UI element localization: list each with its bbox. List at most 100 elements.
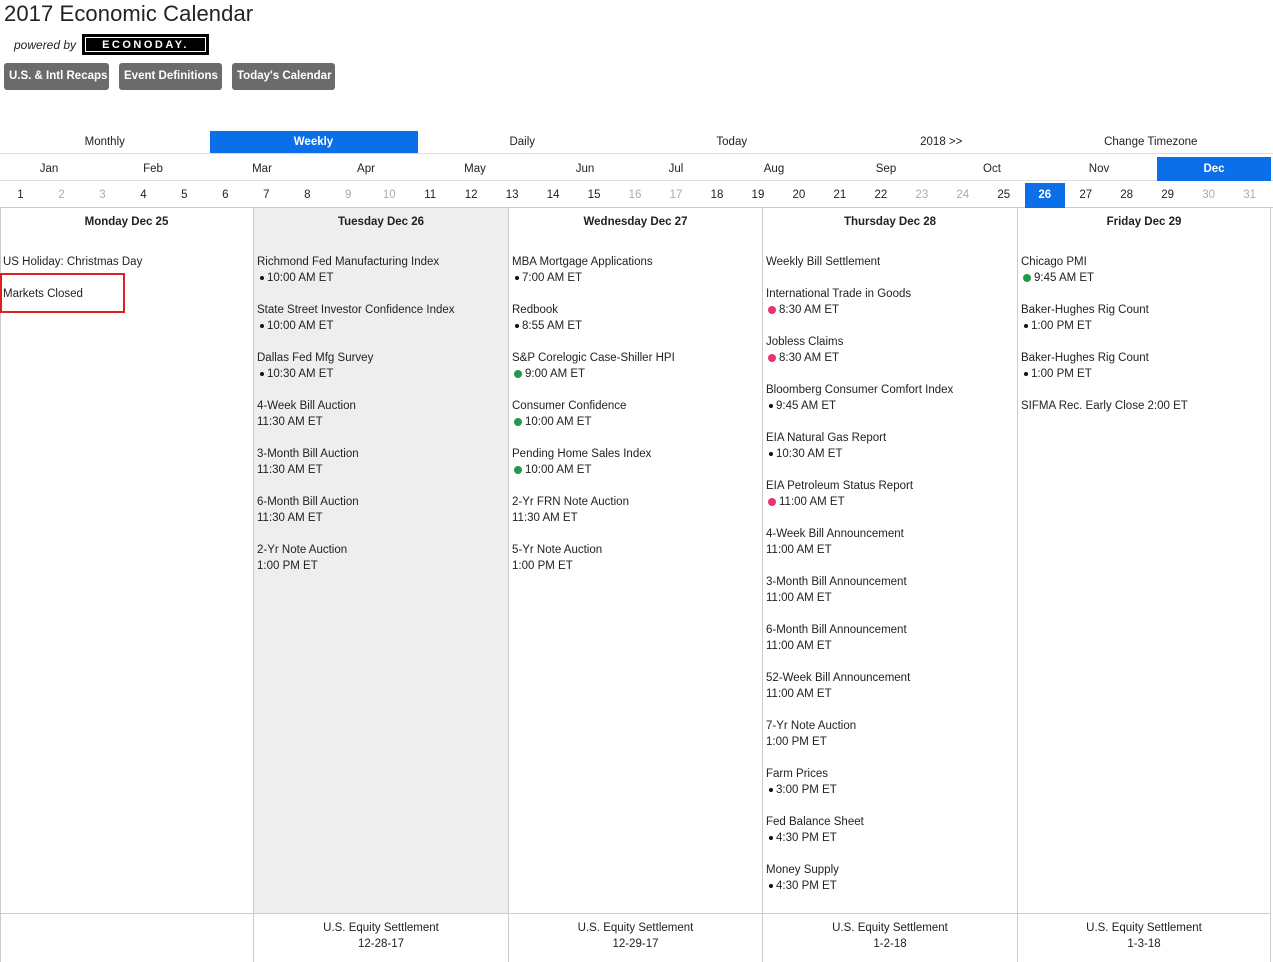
day-7[interactable]: 7: [263, 189, 270, 201]
month-feb[interactable]: Feb: [143, 163, 163, 175]
day-24[interactable]: 24: [956, 189, 970, 201]
month-apr[interactable]: Apr: [357, 163, 375, 175]
event-item[interactable]: 7-Yr Note Auction 1:00 PM ET: [766, 718, 1015, 750]
event-name[interactable]: 3-Month Bill Auction: [257, 448, 359, 460]
month-aug[interactable]: Aug: [763, 163, 785, 175]
day-27[interactable]: 27: [1079, 189, 1093, 201]
event-item[interactable]: Dallas Fed Mfg Survey 10:30 AM ET: [257, 350, 506, 382]
event-name[interactable]: 5-Yr Note Auction: [512, 544, 603, 556]
month-mar[interactable]: Mar: [252, 163, 272, 175]
day-19[interactable]: 19: [751, 189, 765, 201]
event-item[interactable]: S&P Corelogic Case-Shiller HPI 9:00 AM ET: [512, 350, 760, 382]
tab-today[interactable]: Today: [716, 136, 748, 148]
event-name[interactable]: Fed Balance Sheet: [766, 816, 864, 828]
day-22[interactable]: 22: [874, 189, 888, 201]
day-29[interactable]: 29: [1161, 189, 1175, 201]
month-jan[interactable]: Jan: [39, 163, 59, 175]
recaps-button[interactable]: U.S. & Intl Recaps: [4, 63, 109, 90]
tab-daily[interactable]: Daily: [509, 136, 536, 148]
month-jun[interactable]: Jun: [575, 163, 595, 175]
event-name[interactable]: 2-Yr FRN Note Auction: [512, 496, 629, 508]
event-name[interactable]: MBA Mortgage Applications: [512, 256, 653, 268]
event-item[interactable]: 5-Yr Note Auction 1:00 PM ET: [512, 542, 760, 574]
tab-change-timezone[interactable]: Change Timezone: [1104, 136, 1198, 148]
event-name[interactable]: Jobless Claims: [766, 336, 844, 348]
day-14[interactable]: 14: [546, 189, 560, 201]
event-name[interactable]: 6-Month Bill Auction: [257, 496, 359, 508]
month-sep[interactable]: Sep: [875, 163, 897, 175]
event-definitions-button[interactable]: Event Definitions: [119, 63, 222, 90]
day-30[interactable]: 30: [1202, 189, 1216, 201]
event-name[interactable]: State Street Investor Confidence Index: [257, 304, 455, 316]
event-name[interactable]: Consumer Confidence: [512, 400, 627, 412]
day-1[interactable]: 1: [17, 189, 24, 201]
event-name[interactable]: Money Supply: [766, 864, 839, 876]
event-name[interactable]: Weekly Bill Settlement: [766, 256, 881, 268]
econoday-logo[interactable]: ECONODAY.: [82, 34, 210, 55]
month-may[interactable]: May: [464, 163, 486, 175]
tab-monthly[interactable]: Monthly: [84, 136, 125, 148]
event-item[interactable]: International Trade in Goods 8:30 AM ET: [766, 286, 1015, 318]
event-name[interactable]: 3-Month Bill Announcement: [766, 576, 907, 588]
day-28[interactable]: 28: [1120, 189, 1134, 201]
event-item[interactable]: 6-Month Bill Announcement 11:00 AM ET: [766, 622, 1015, 654]
day-15[interactable]: 15: [587, 189, 601, 201]
day-16[interactable]: 16: [628, 189, 642, 201]
event-item[interactable]: 6-Month Bill Auction 11:30 AM ET: [257, 494, 506, 526]
day-4[interactable]: 4: [140, 189, 147, 201]
event-item[interactable]: 4-Week Bill Auction 11:30 AM ET: [257, 398, 506, 430]
day-25[interactable]: 25: [997, 189, 1011, 201]
day-10[interactable]: 10: [382, 189, 396, 201]
day-31[interactable]: 31: [1243, 189, 1256, 201]
event-name[interactable]: SIFMA Rec. Early Close 2:00 ET: [1021, 400, 1188, 412]
event-item[interactable]: Redbook 8:55 AM ET: [512, 302, 760, 334]
day-17[interactable]: 17: [669, 189, 683, 201]
event-item[interactable]: Jobless Claims 8:30 AM ET: [766, 334, 1015, 366]
todays-calendar-button[interactable]: Today's Calendar: [232, 63, 335, 90]
month-oct[interactable]: Oct: [983, 163, 1001, 175]
day-6[interactable]: 6: [222, 189, 229, 201]
event-item[interactable]: Consumer Confidence 10:00 AM ET: [512, 398, 760, 430]
event-item[interactable]: Farm Prices 3:00 PM ET: [766, 766, 1015, 798]
event-name[interactable]: 4-Week Bill Auction: [257, 400, 356, 412]
event-name[interactable]: Dallas Fed Mfg Survey: [257, 352, 374, 364]
day-11[interactable]: 11: [424, 189, 437, 201]
event-item[interactable]: EIA Natural Gas Report 10:30 AM ET: [766, 430, 1015, 462]
event-item[interactable]: State Street Investor Confidence Index 10…: [257, 302, 506, 334]
event-item[interactable]: Richmond Fed Manufacturing Index 10:00 AM…: [257, 254, 506, 286]
day-21[interactable]: 21: [833, 189, 847, 201]
month-jul[interactable]: Jul: [668, 163, 684, 175]
event-name[interactable]: EIA Natural Gas Report: [766, 432, 887, 444]
day-8[interactable]: 8: [304, 189, 311, 201]
event-name[interactable]: Pending Home Sales Index: [512, 448, 652, 460]
event-item[interactable]: 4-Week Bill Announcement 11:00 AM ET: [766, 526, 1015, 558]
event-name[interactable]: International Trade in Goods: [766, 288, 912, 300]
event-name[interactable]: 7-Yr Note Auction: [766, 720, 857, 732]
event-name[interactable]: Farm Prices: [766, 768, 828, 780]
event-item[interactable]: 3-Month Bill Auction 11:30 AM ET: [257, 446, 506, 478]
event-name[interactable]: Redbook: [512, 304, 559, 316]
event-name[interactable]: Baker-Hughes Rig Count: [1021, 352, 1149, 364]
month-dec[interactable]: Dec: [1157, 157, 1271, 181]
event-name[interactable]: 6-Month Bill Announcement: [766, 624, 907, 636]
day-13[interactable]: 13: [505, 189, 519, 201]
day-2[interactable]: 2: [58, 189, 65, 201]
event-item[interactable]: 2-Yr Note Auction 1:00 PM ET: [257, 542, 506, 574]
tab-weekly[interactable]: Weekly: [209, 131, 418, 153]
event-name[interactable]: 52-Week Bill Announcement: [766, 672, 911, 684]
event-item[interactable]: Fed Balance Sheet 4:30 PM ET: [766, 814, 1015, 846]
event-item[interactable]: Pending Home Sales Index 10:00 AM ET: [512, 446, 760, 478]
day-23[interactable]: 23: [915, 189, 929, 201]
event-name[interactable]: Chicago PMI: [1021, 256, 1087, 268]
event-item[interactable]: EIA Petroleum Status Report 11:00 AM ET: [766, 478, 1015, 510]
day-9[interactable]: 9: [345, 189, 352, 201]
event-name[interactable]: EIA Petroleum Status Report: [766, 480, 914, 492]
event-name[interactable]: US Holiday: Christmas Day: [3, 256, 143, 268]
event-item[interactable]: Baker-Hughes Rig Count 1:00 PM ET: [1021, 302, 1268, 334]
event-name[interactable]: S&P Corelogic Case-Shiller HPI: [512, 352, 675, 364]
event-item[interactable]: Chicago PMI 9:45 AM ET: [1021, 254, 1268, 286]
event-item[interactable]: Weekly Bill Settlement: [766, 254, 1015, 270]
event-item[interactable]: SIFMA Rec. Early Close 2:00 ET: [1021, 398, 1268, 414]
tab-2018[interactable]: 2018 >>: [920, 136, 963, 148]
event-name[interactable]: 2-Yr Note Auction: [257, 544, 348, 556]
